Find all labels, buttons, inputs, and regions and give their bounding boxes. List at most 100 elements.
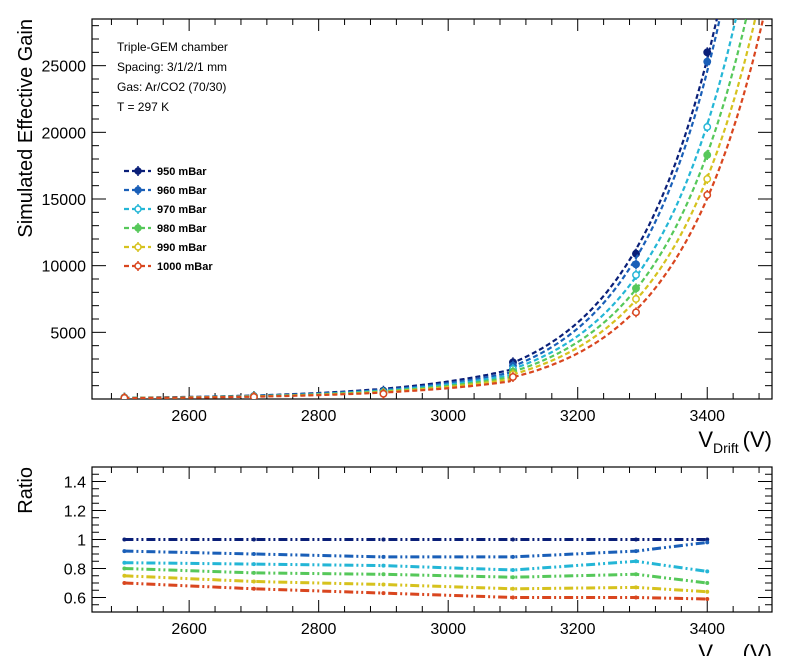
- legend-marker: [134, 224, 142, 232]
- ratio-point: [381, 572, 386, 577]
- main-gain-panel: 2600 2800 3000 3200 3400 5000 10000 15000 20000 2…: [15, 18, 773, 456]
- ratio-point: [705, 537, 710, 542]
- y-tick-label: 0.6: [64, 591, 86, 608]
- x-axis-title-main: V: [698, 427, 713, 452]
- ratio-point: [510, 595, 515, 600]
- series-990-mbar: [122, 573, 710, 594]
- ratio-point: [122, 537, 127, 542]
- y-tick-label: 15000: [42, 192, 87, 209]
- x-axis-title: VDrift(V): [698, 427, 772, 456]
- y-tick-label: 5000: [50, 325, 86, 342]
- x-tick-label: 3200: [560, 408, 596, 425]
- legend-item: 970 mBar: [124, 204, 207, 216]
- plot-area: [122, 537, 710, 601]
- info-line: Spacing: 3/1/2/1 mm: [117, 60, 227, 74]
- series-960-mbar: [122, 540, 710, 559]
- ratio-point: [381, 591, 386, 596]
- legend-item: 980 mBar: [124, 223, 207, 235]
- legend-item: 960 mBar: [124, 185, 207, 197]
- ratio-point: [510, 567, 515, 572]
- data-point: [632, 308, 640, 317]
- ratio-panel: 2600 2800 3000 3200 3400 0.6 0.8 1 1.2 1.4 Ratio VD…: [15, 466, 773, 656]
- data-point: [120, 394, 129, 399]
- legend-item: 950 mBar: [124, 166, 207, 178]
- x-axis-title: VDrift(V): [698, 640, 772, 656]
- ratio-point: [251, 570, 256, 575]
- y-axis-title: Simulated Effective Gain: [15, 19, 37, 238]
- y-axis-title: Ratio: [15, 467, 37, 514]
- ratio-point: [705, 596, 710, 601]
- ratio-point: [634, 537, 638, 542]
- legend-label: 1000 mBar: [157, 261, 213, 273]
- ratio-point: [122, 573, 127, 578]
- data-point: [249, 393, 258, 399]
- x-axis-title-main: V: [698, 640, 713, 656]
- x-tick-label: 2800: [301, 408, 337, 425]
- y-tick-label: 0.8: [64, 562, 86, 579]
- ratio-line: [124, 574, 708, 594]
- data-point: [703, 151, 712, 159]
- ratio-line: [124, 581, 708, 601]
- x-tick-label: 3000: [430, 408, 466, 425]
- ratio-point: [251, 586, 256, 591]
- y-tick-label: 10000: [42, 259, 87, 276]
- data-point: [703, 123, 712, 131]
- info-line: T = 297 K: [117, 100, 169, 114]
- legend-label: 980 mBar: [157, 223, 207, 235]
- legend-marker: [134, 243, 142, 251]
- legend-item: 1000 mBar: [124, 261, 213, 273]
- legend-marker: [134, 186, 142, 194]
- x-tick-label: 3200: [560, 621, 596, 638]
- ratio-point: [122, 549, 127, 554]
- ratio-point: [634, 572, 638, 577]
- y-tick-label: 20000: [42, 125, 87, 142]
- ratio-point: [705, 589, 710, 594]
- ratio-point: [251, 552, 256, 556]
- series-970-mbar: [122, 559, 710, 574]
- y-tick-label: 25000: [42, 59, 87, 76]
- y-tick-label: 1.2: [64, 504, 86, 521]
- ratio-point: [705, 569, 710, 574]
- series-950-mbar: [122, 537, 710, 542]
- ratio-line: [124, 540, 708, 559]
- plot-frame: [91, 18, 773, 400]
- series-1000-mbar: [122, 581, 710, 601]
- plot-area: [120, 19, 765, 399]
- legend-marker: [134, 167, 142, 175]
- ratio-point: [510, 537, 515, 542]
- series-1000-mbar: [120, 19, 765, 399]
- ratio-point: [381, 563, 386, 568]
- data-point: [632, 260, 640, 269]
- x-axis-title-sub: Drift: [713, 653, 739, 656]
- ratio-point: [634, 585, 638, 590]
- ratio-point: [381, 537, 386, 542]
- ratio-point: [510, 575, 515, 580]
- legend-label: 960 mBar: [157, 185, 207, 197]
- x-tick-label: 2600: [171, 621, 207, 638]
- series-980-mbar: [122, 566, 710, 585]
- data-point: [632, 284, 640, 293]
- data-point: [703, 191, 712, 199]
- data-point: [509, 373, 517, 381]
- info-text-block: Triple-GEM chamber Spacing: 3/1/2/1 mm Gas…: [117, 40, 228, 114]
- x-axis-title-unit: (V): [743, 427, 772, 452]
- ratio-point: [381, 554, 386, 559]
- ratio-point: [122, 581, 127, 585]
- legend: 950 mBar 960 mBar 970 mBar 980 mBar 990 mBar…: [124, 166, 213, 273]
- legend-marker: [134, 205, 142, 213]
- ratio-point: [251, 562, 256, 567]
- ratio-point: [634, 549, 638, 554]
- ratio-point: [122, 566, 127, 571]
- y-tick-label: 1: [77, 533, 86, 550]
- legend-marker: [134, 262, 142, 270]
- ratio-point: [705, 581, 710, 585]
- x-tick-label: 2600: [171, 408, 207, 425]
- x-tick-label: 3400: [689, 408, 725, 425]
- ratio-point: [251, 537, 256, 542]
- fit-curve: [124, 19, 765, 399]
- x-tick-label: 2800: [301, 621, 337, 638]
- legend-label: 950 mBar: [157, 166, 207, 178]
- data-point: [703, 57, 712, 66]
- ratio-point: [510, 586, 515, 591]
- ratio-point: [705, 540, 710, 545]
